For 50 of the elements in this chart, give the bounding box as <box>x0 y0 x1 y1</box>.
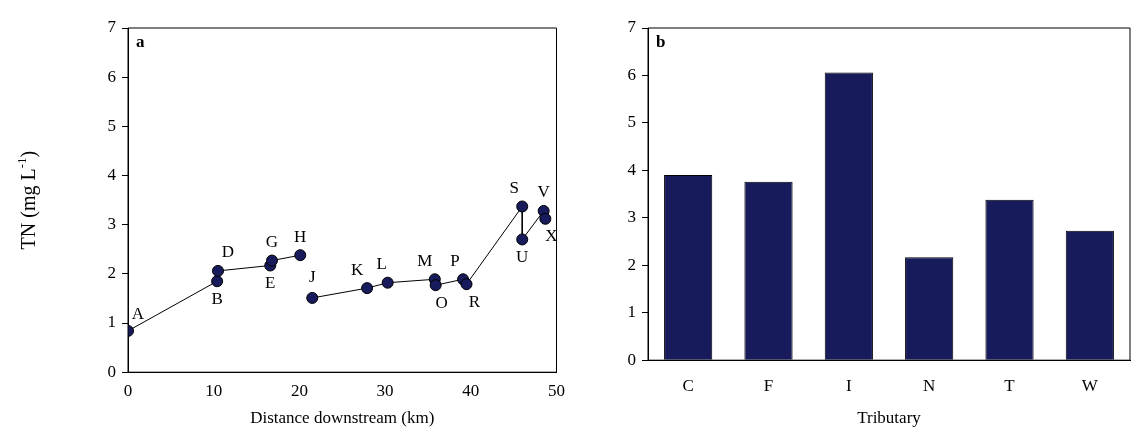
x-axis-title: Distance downstream (km) <box>250 408 435 428</box>
x-tick-label: 0 <box>123 380 133 400</box>
x-tick-label: N <box>923 375 936 395</box>
x-tick-label: 50 <box>548 380 565 400</box>
x-tick-label: F <box>763 375 774 395</box>
annotation: U <box>516 246 529 266</box>
x-tick-label: 30 <box>376 380 394 400</box>
y-tick-label: 0 <box>107 361 116 381</box>
y-tick-label: 4 <box>627 159 637 179</box>
annotation: R <box>468 291 481 311</box>
annotation: V <box>537 182 551 202</box>
x-tick-label: W <box>1081 375 1099 395</box>
y-tick-label: 6 <box>107 66 116 86</box>
y-tick-label: 3 <box>627 207 636 227</box>
y-tick-label: 1 <box>107 312 116 332</box>
x-axis-title: Tributary <box>857 408 922 428</box>
x-tick-label: T <box>1004 375 1016 395</box>
y-axis-title: TN (mg L-1) <box>14 150 41 250</box>
annotation: a <box>136 31 145 51</box>
annotation: B <box>211 288 223 308</box>
annotation: M <box>417 250 433 270</box>
y-tick-label: 3 <box>107 214 116 234</box>
y-tick-label: 2 <box>107 263 116 283</box>
y-tick-label: 1 <box>627 302 636 322</box>
annotation: P <box>450 250 460 270</box>
annotation: D <box>221 242 235 262</box>
annotation: O <box>435 292 448 312</box>
y-tick-label: 5 <box>627 112 636 132</box>
x-tick-label: 10 <box>205 380 223 400</box>
y-tick-label: 6 <box>627 64 636 84</box>
x-tick-label: I <box>846 375 852 395</box>
x-tick-label: C <box>682 375 694 395</box>
annotation: S <box>509 177 519 197</box>
annotation: H <box>294 226 307 246</box>
y-tick-label: 7 <box>107 17 117 37</box>
annotation: X <box>545 226 558 246</box>
annotation: L <box>376 254 387 274</box>
annotation: E <box>265 272 276 292</box>
annotation: J <box>308 267 316 287</box>
y-tick-label: 4 <box>107 164 117 184</box>
annotation: K <box>350 259 364 279</box>
annotation: b <box>656 31 666 51</box>
x-tick-label: 40 <box>462 380 480 400</box>
y-tick-label: 7 <box>627 17 637 37</box>
y-tick-label: 0 <box>627 349 636 369</box>
annotation: G <box>265 232 279 252</box>
annotation: A <box>131 304 145 324</box>
y-tick-label: 5 <box>107 115 116 135</box>
x-tick-label: 20 <box>290 380 308 400</box>
y-tick-label: 2 <box>627 254 636 274</box>
